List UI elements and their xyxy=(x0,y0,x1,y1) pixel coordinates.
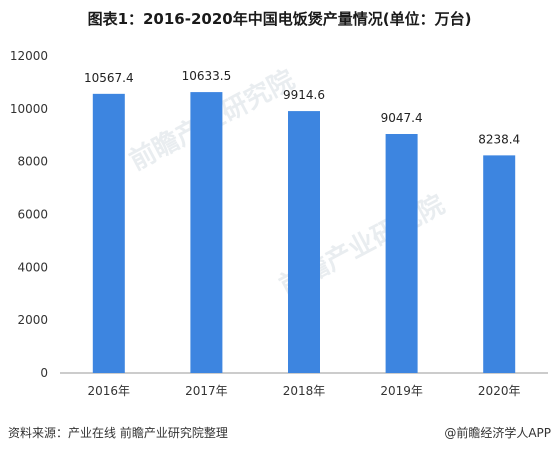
y-tick-label: 0 xyxy=(40,366,48,380)
data-label: 9047.4 xyxy=(381,111,423,125)
chart-title: 图表1：2016-2020年中国电饭煲产量情况(单位：万台) xyxy=(87,10,472,28)
brand-credit: @前瞻经济学人APP xyxy=(444,426,551,440)
bar xyxy=(483,155,516,373)
x-tick-label: 2017年 xyxy=(185,384,228,398)
bar xyxy=(385,133,418,373)
bar-chart: 0 2000 4000 6000 8000 10000 12000 10567.4 2016年 1… xyxy=(10,49,548,398)
x-tick-label: 2016年 xyxy=(88,384,131,398)
bar xyxy=(288,111,320,373)
source-note: 资料来源：产业在线 前瞻产业研究院整理 xyxy=(8,426,228,440)
x-tick-label: 2019年 xyxy=(380,384,423,398)
y-tick-label: 4000 xyxy=(17,260,48,274)
data-label: 10633.5 xyxy=(182,69,232,83)
y-tick-label: 6000 xyxy=(17,208,48,222)
data-label: 8238.4 xyxy=(478,132,520,146)
y-tick-label: 8000 xyxy=(17,155,48,169)
bar xyxy=(190,92,223,373)
bar xyxy=(92,93,125,373)
y-tick-label: 2000 xyxy=(17,313,48,327)
data-label: 10567.4 xyxy=(84,71,134,85)
y-tick-label: 12000 xyxy=(10,49,48,63)
x-tick-label: 2020年 xyxy=(478,384,521,398)
data-label: 9914.6 xyxy=(283,88,325,102)
y-tick-label: 10000 xyxy=(10,102,48,116)
x-tick-label: 2018年 xyxy=(283,384,326,398)
